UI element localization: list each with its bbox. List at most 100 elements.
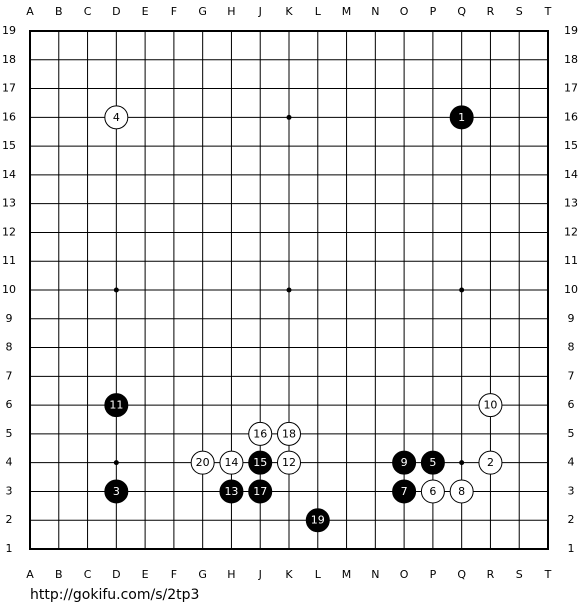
column-label: N <box>371 5 379 18</box>
row-label: 12 <box>2 225 16 238</box>
move-number: 6 <box>429 485 436 498</box>
column-label: P <box>430 5 437 18</box>
stone <box>478 393 503 418</box>
row-label: 7 <box>6 369 13 382</box>
column-label: H <box>227 568 235 581</box>
stone <box>248 450 273 475</box>
column-label: O <box>400 568 409 581</box>
star-point <box>286 287 292 293</box>
column-label: T <box>544 5 552 18</box>
row-label: 16 <box>2 110 16 123</box>
row-label: 17 <box>564 82 578 95</box>
stone <box>449 479 474 504</box>
stone <box>219 479 244 504</box>
column-label: G <box>198 568 207 581</box>
move-number: 19 <box>311 514 325 527</box>
row-label: 5 <box>568 427 575 440</box>
stone <box>219 450 244 475</box>
column-label: B <box>55 5 63 18</box>
row-label: 17 <box>2 82 16 95</box>
stone <box>305 508 330 533</box>
row-label: 8 <box>6 341 13 354</box>
move-number: 2 <box>487 456 494 469</box>
move-number: 16 <box>253 427 267 440</box>
stone <box>248 479 273 504</box>
move-number: 7 <box>401 485 408 498</box>
row-label: 6 <box>568 398 575 411</box>
row-label: 3 <box>6 484 13 497</box>
stone <box>190 450 215 475</box>
column-label: H <box>227 5 235 18</box>
column-label: L <box>315 5 322 18</box>
row-label: 11 <box>2 254 16 267</box>
column-label: M <box>342 5 352 18</box>
row-label: 19 <box>2 24 16 37</box>
column-label: J <box>258 568 262 581</box>
column-label: R <box>487 5 495 18</box>
star-point <box>286 114 292 120</box>
column-label: J <box>258 5 262 18</box>
move-number: 4 <box>113 111 120 124</box>
board-border <box>29 30 549 550</box>
row-label: 5 <box>6 427 13 440</box>
move-number: 15 <box>253 456 267 469</box>
column-label: F <box>171 5 177 18</box>
move-number: 14 <box>224 456 238 469</box>
move-number: 3 <box>113 485 120 498</box>
stone <box>277 450 301 475</box>
row-label: 18 <box>564 53 578 66</box>
row-label: 12 <box>564 225 578 238</box>
row-label: 1 <box>6 542 13 555</box>
stone <box>104 393 129 418</box>
move-number: 1 <box>458 111 465 124</box>
stone <box>248 421 273 446</box>
column-label: Q <box>457 568 466 581</box>
column-label: N <box>371 568 379 581</box>
move-number: 9 <box>401 456 408 469</box>
stone <box>104 105 129 130</box>
column-label: K <box>285 568 293 581</box>
column-label: A <box>26 568 34 581</box>
move-number: 18 <box>282 427 296 440</box>
row-label: 11 <box>564 254 578 267</box>
column-label: Q <box>457 5 466 18</box>
stone <box>420 450 445 475</box>
column-label: S <box>516 5 523 18</box>
column-label: A <box>26 5 34 18</box>
stone <box>420 479 445 504</box>
row-label: 10 <box>2 283 16 296</box>
row-label: 15 <box>2 139 16 152</box>
row-label: 19 <box>564 24 578 37</box>
stone <box>478 450 503 475</box>
column-label: O <box>400 5 409 18</box>
move-number: 5 <box>429 456 436 469</box>
move-number: 10 <box>483 399 497 412</box>
row-label: 4 <box>568 456 575 469</box>
column-label: L <box>315 568 322 581</box>
row-label: 13 <box>564 197 578 210</box>
stone <box>392 450 417 475</box>
row-label: 14 <box>2 168 16 181</box>
move-number: 13 <box>224 485 238 498</box>
column-label: D <box>112 568 120 581</box>
column-label: R <box>487 568 495 581</box>
move-number: 11 <box>109 399 123 412</box>
row-label: 9 <box>6 312 13 325</box>
row-label: 16 <box>564 110 578 123</box>
row-label: 3 <box>568 484 575 497</box>
star-point <box>113 287 119 293</box>
move-number: 12 <box>282 456 296 469</box>
column-label: D <box>112 5 120 18</box>
star-point <box>459 287 465 293</box>
column-label: T <box>544 568 552 581</box>
row-label: 13 <box>2 197 16 210</box>
row-label: 2 <box>6 513 13 526</box>
column-label: E <box>142 568 149 581</box>
column-label: P <box>430 568 437 581</box>
move-number: 8 <box>458 485 465 498</box>
row-label: 7 <box>568 369 575 382</box>
column-label: F <box>171 568 177 581</box>
column-label: G <box>198 5 207 18</box>
column-label: S <box>516 568 523 581</box>
